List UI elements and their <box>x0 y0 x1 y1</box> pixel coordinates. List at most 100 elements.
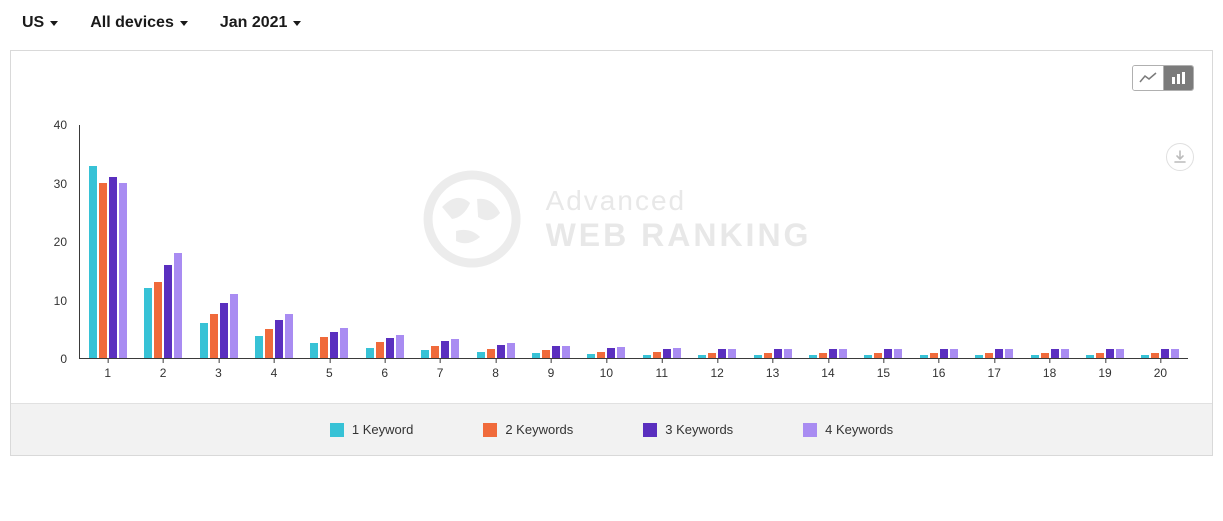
bar <box>386 338 394 358</box>
x-axis-label: 15 <box>877 366 890 380</box>
x-axis-label: 11 <box>656 366 668 380</box>
bar <box>552 346 560 358</box>
chart-type-toggle <box>1132 65 1194 91</box>
bar-chart-icon <box>1170 71 1188 85</box>
bar <box>275 320 283 358</box>
x-axis-label: 5 <box>326 366 333 380</box>
x-axis-label: 8 <box>492 366 499 380</box>
bar <box>950 349 958 358</box>
bar <box>1051 349 1059 358</box>
bar <box>366 348 374 358</box>
bar <box>89 166 97 358</box>
bar <box>109 177 117 358</box>
bar-chart-button[interactable] <box>1163 66 1193 90</box>
bar <box>985 353 993 358</box>
x-axis-label: 19 <box>1098 366 1111 380</box>
x-axis-label: 16 <box>932 366 945 380</box>
bar-group: 3 <box>191 125 246 358</box>
bar <box>784 349 792 358</box>
bar <box>839 349 847 358</box>
bar <box>1171 349 1179 358</box>
bar <box>99 183 107 358</box>
bar-group: 14 <box>800 125 855 358</box>
legend-item[interactable]: 1 Keyword <box>330 422 413 437</box>
bar <box>774 349 782 358</box>
legend-item[interactable]: 4 Keywords <box>803 422 893 437</box>
bar <box>507 343 515 358</box>
chart-panel: Advanced WEB RANKING 010203040 123456789… <box>10 50 1213 456</box>
bar <box>220 303 228 358</box>
bar <box>255 336 263 358</box>
x-axis-label: 14 <box>821 366 834 380</box>
legend-label: 1 Keyword <box>352 422 413 437</box>
legend-swatch <box>643 423 657 437</box>
x-axis-label: 10 <box>600 366 613 380</box>
bar <box>320 337 328 358</box>
bar <box>1061 349 1069 358</box>
bar <box>587 354 595 358</box>
bar <box>532 353 540 358</box>
bar <box>728 349 736 358</box>
bar-group: 6 <box>357 125 412 358</box>
month-filter[interactable]: Jan 2021 <box>220 14 302 32</box>
line-chart-button[interactable] <box>1133 66 1163 90</box>
bar <box>1031 355 1039 358</box>
x-axis-label: 4 <box>271 366 278 380</box>
bar <box>1116 349 1124 358</box>
bar <box>396 335 404 358</box>
bar <box>708 353 716 358</box>
bar <box>930 353 938 358</box>
bar-group: 13 <box>745 125 800 358</box>
bar <box>617 347 625 358</box>
y-axis-label: 30 <box>54 177 67 191</box>
x-axis-label: 3 <box>215 366 222 380</box>
month-filter-label: Jan 2021 <box>220 14 288 32</box>
bar <box>1106 349 1114 358</box>
bar <box>164 265 172 358</box>
device-filter[interactable]: All devices <box>90 14 188 32</box>
bar <box>975 355 983 358</box>
country-filter-label: US <box>22 14 44 32</box>
bar <box>597 352 605 358</box>
bar <box>1086 355 1094 358</box>
bar <box>265 329 273 358</box>
x-axis-label: 13 <box>766 366 779 380</box>
bar <box>376 342 384 358</box>
bar <box>1005 349 1013 358</box>
bar <box>920 355 928 358</box>
legend-swatch <box>330 423 344 437</box>
bar <box>431 346 439 358</box>
bar <box>487 349 495 358</box>
bar <box>562 346 570 358</box>
bar-group: 10 <box>579 125 634 358</box>
y-axis-label: 10 <box>54 294 67 308</box>
bar-group: 8 <box>468 125 523 358</box>
plot-area: 1234567891011121314151617181920 <box>79 125 1188 359</box>
y-axis-label: 40 <box>54 118 67 132</box>
x-axis-label: 7 <box>437 366 444 380</box>
bar <box>1041 353 1049 358</box>
bar-group: 9 <box>523 125 578 358</box>
bar <box>643 355 651 358</box>
bar <box>477 352 485 358</box>
bar-group: 4 <box>246 125 301 358</box>
bar-group: 11 <box>634 125 689 358</box>
bar-group: 2 <box>135 125 190 358</box>
legend-item[interactable]: 3 Keywords <box>643 422 733 437</box>
bar-group: 20 <box>1133 125 1188 358</box>
bar <box>119 183 127 358</box>
bar <box>809 355 817 358</box>
x-axis-label: 6 <box>381 366 388 380</box>
bar <box>940 349 948 358</box>
legend-swatch <box>803 423 817 437</box>
bar <box>451 339 459 358</box>
bar <box>542 350 550 358</box>
country-filter[interactable]: US <box>22 14 58 32</box>
legend-item[interactable]: 2 Keywords <box>483 422 573 437</box>
bar <box>497 345 505 358</box>
legend-swatch <box>483 423 497 437</box>
bar-group: 15 <box>856 125 911 358</box>
bar <box>864 355 872 358</box>
legend-label: 3 Keywords <box>665 422 733 437</box>
chevron-down-icon <box>180 21 188 26</box>
